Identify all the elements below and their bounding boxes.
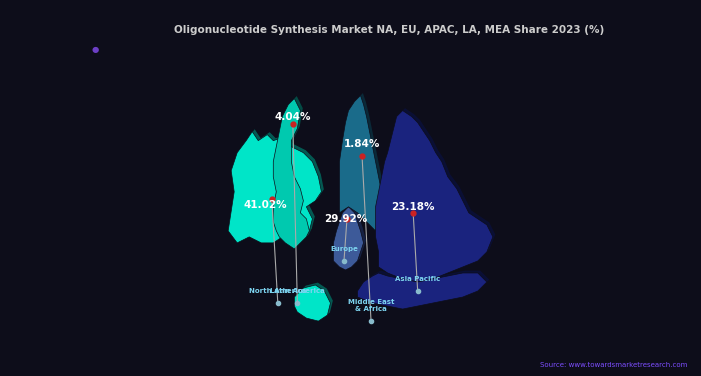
Text: Latin America: Latin America [270,288,325,294]
Text: Source: www.towardsmarketresearch.com: Source: www.towardsmarketresearch.com [540,362,687,368]
Polygon shape [358,273,487,309]
Polygon shape [297,283,333,319]
Polygon shape [376,111,493,282]
Polygon shape [273,99,309,249]
Text: 41.02%: 41.02% [244,200,287,210]
Text: 29.92%: 29.92% [324,214,367,224]
Polygon shape [342,93,384,229]
Polygon shape [336,205,366,268]
Text: 1.84%: 1.84% [343,139,380,149]
Text: 23.18%: 23.18% [391,202,435,212]
Text: Europe: Europe [330,246,358,252]
Polygon shape [334,207,364,270]
Polygon shape [294,285,330,321]
Text: ●: ● [91,45,98,54]
Text: Asia Pacific: Asia Pacific [395,276,440,282]
Polygon shape [378,108,496,280]
Text: Middle East
& Africa: Middle East & Africa [348,299,394,312]
Text: 4.04%: 4.04% [275,112,311,121]
Text: Oligonucleotide Synthesis Market NA, EU, APAC, LA, MEA Share 2023 (%): Oligonucleotide Synthesis Market NA, EU,… [174,25,604,35]
Polygon shape [275,96,312,247]
Polygon shape [360,271,489,307]
Polygon shape [228,132,322,243]
Text: North America: North America [249,288,306,294]
Polygon shape [231,129,324,241]
Polygon shape [339,96,381,231]
